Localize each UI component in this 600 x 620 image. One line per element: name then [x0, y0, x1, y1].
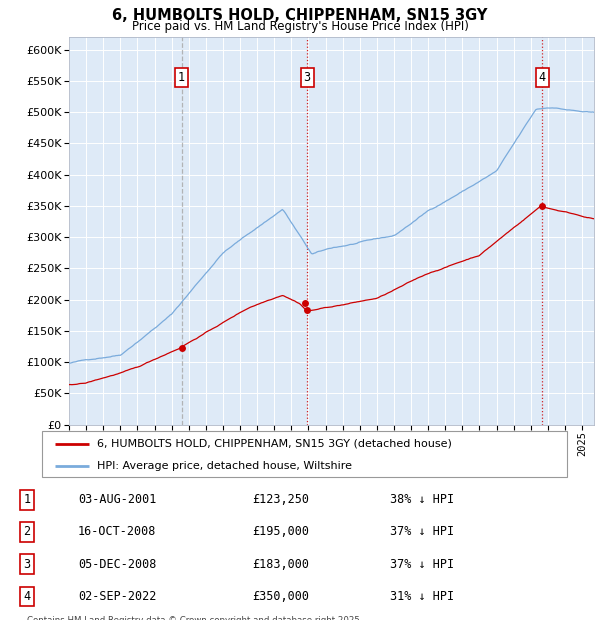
Text: 38% ↓ HPI: 38% ↓ HPI — [390, 494, 454, 506]
Text: 37% ↓ HPI: 37% ↓ HPI — [390, 558, 454, 570]
Text: 6, HUMBOLTS HOLD, CHIPPENHAM, SN15 3GY (detached house): 6, HUMBOLTS HOLD, CHIPPENHAM, SN15 3GY (… — [97, 439, 452, 449]
Text: 2: 2 — [23, 526, 31, 538]
Text: 1: 1 — [178, 71, 185, 84]
Text: 16-OCT-2008: 16-OCT-2008 — [78, 526, 157, 538]
Text: Contains HM Land Registry data © Crown copyright and database right 2025.: Contains HM Land Registry data © Crown c… — [27, 616, 362, 620]
Text: 02-SEP-2022: 02-SEP-2022 — [78, 590, 157, 603]
Text: 4: 4 — [539, 71, 546, 84]
Text: 05-DEC-2008: 05-DEC-2008 — [78, 558, 157, 570]
Text: Price paid vs. HM Land Registry's House Price Index (HPI): Price paid vs. HM Land Registry's House … — [131, 20, 469, 33]
FancyBboxPatch shape — [42, 431, 567, 477]
Text: £350,000: £350,000 — [252, 590, 309, 603]
Text: 3: 3 — [23, 558, 31, 570]
Text: £195,000: £195,000 — [252, 526, 309, 538]
Text: 03-AUG-2001: 03-AUG-2001 — [78, 494, 157, 506]
Text: £183,000: £183,000 — [252, 558, 309, 570]
Text: 3: 3 — [304, 71, 311, 84]
Text: 6, HUMBOLTS HOLD, CHIPPENHAM, SN15 3GY: 6, HUMBOLTS HOLD, CHIPPENHAM, SN15 3GY — [112, 8, 488, 23]
Text: HPI: Average price, detached house, Wiltshire: HPI: Average price, detached house, Wilt… — [97, 461, 352, 471]
Text: £123,250: £123,250 — [252, 494, 309, 506]
Text: 4: 4 — [23, 590, 31, 603]
Text: 31% ↓ HPI: 31% ↓ HPI — [390, 590, 454, 603]
Text: 37% ↓ HPI: 37% ↓ HPI — [390, 526, 454, 538]
Text: 1: 1 — [23, 494, 31, 506]
